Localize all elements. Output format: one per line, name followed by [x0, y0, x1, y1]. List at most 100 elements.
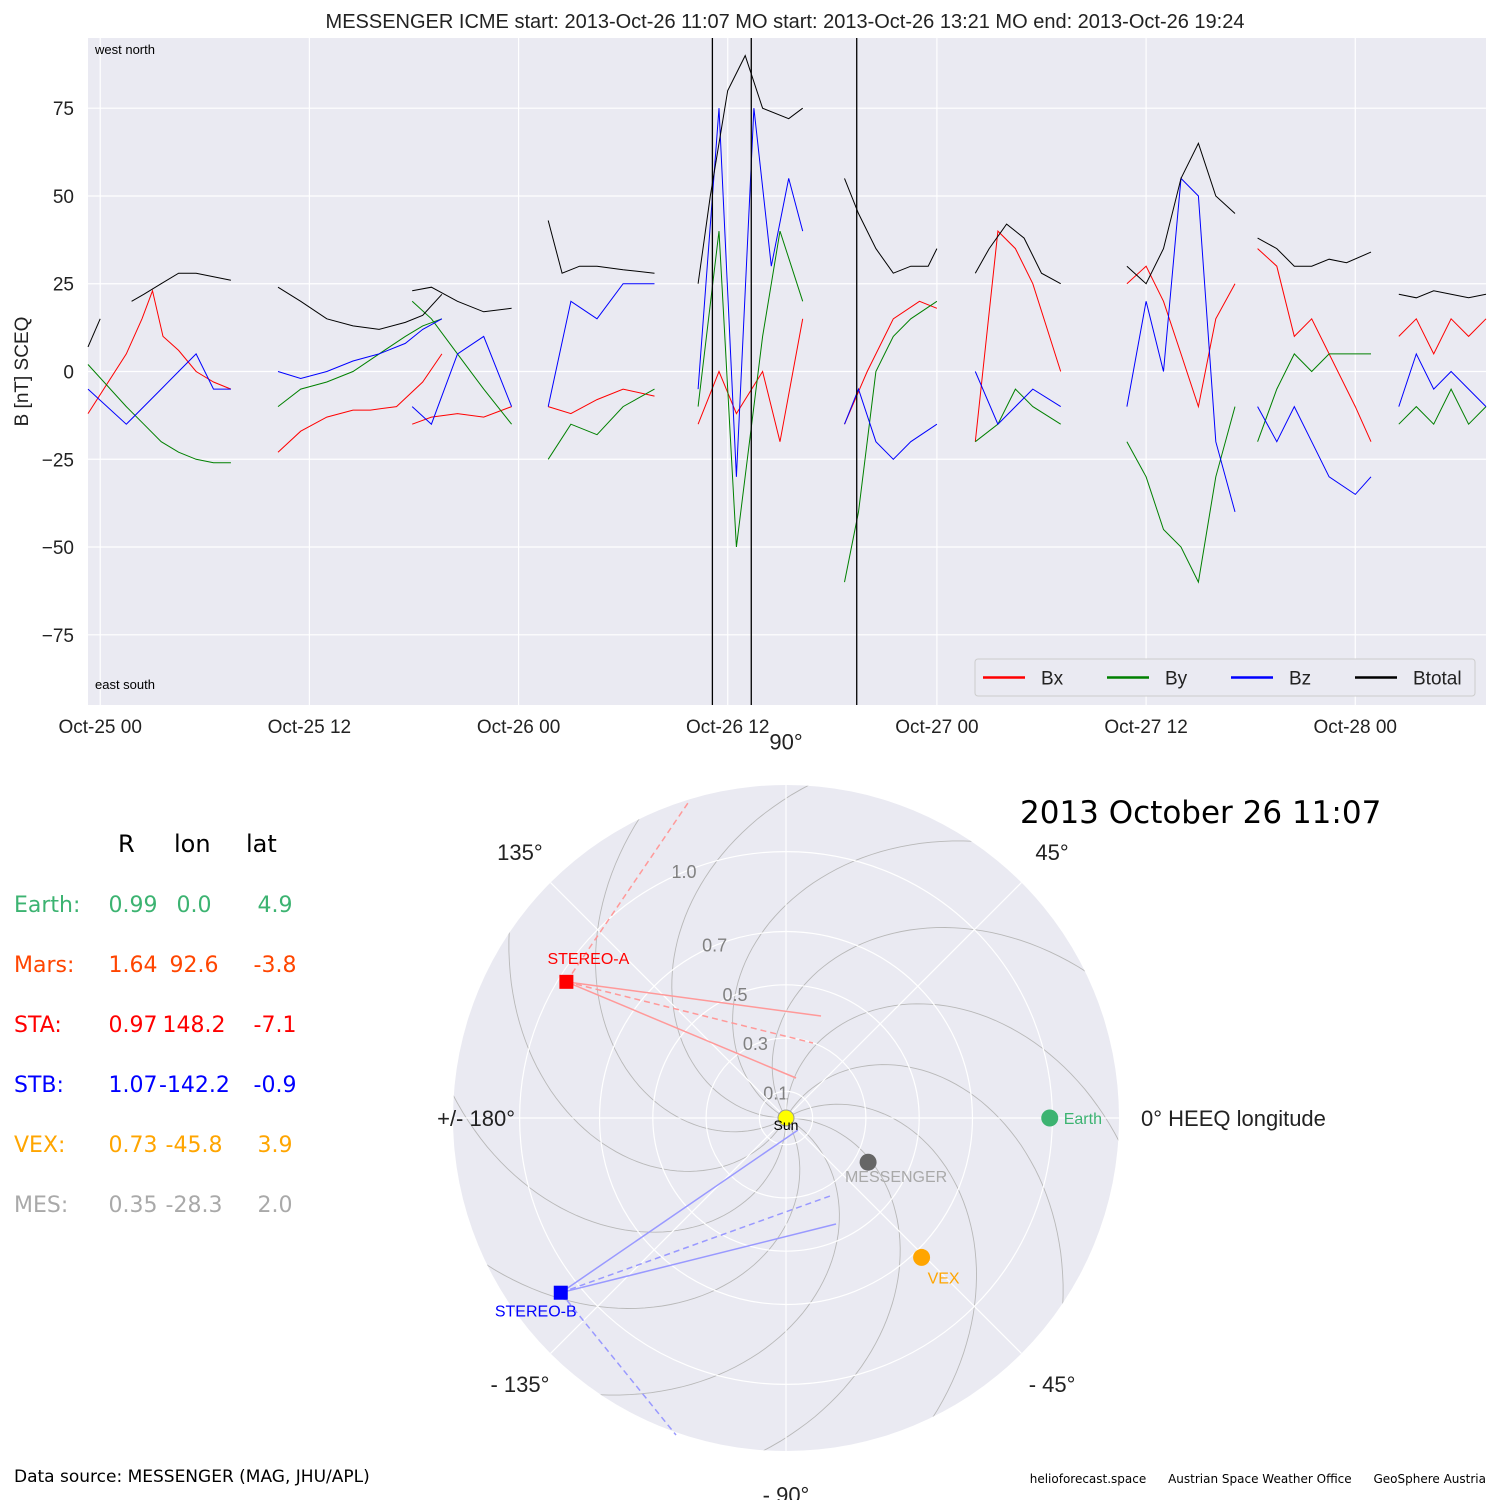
series-line-btotal [547, 220, 655, 274]
series-line-bx [87, 289, 232, 414]
angle-label: 90° [769, 730, 802, 755]
cell-r: 1.64 [108, 953, 158, 978]
credit-geosphere: GeoSphere Austria [1373, 1472, 1486, 1486]
series-line-by [87, 364, 231, 464]
series-line-by [1398, 387, 1487, 426]
y-tick-label: −25 [42, 450, 74, 471]
header-lat: lat [246, 830, 277, 858]
cell-lat: 3.9 [257, 1133, 293, 1158]
series-line-bz [1257, 405, 1372, 496]
legend-box [974, 658, 1476, 697]
cell-lon: -28.3 [165, 1193, 223, 1218]
series-line-bx [697, 318, 804, 442]
angle-label: 0° HEEQ longitude [1141, 1106, 1326, 1131]
spiral-line [785, 1064, 1064, 1329]
connectivity-line [566, 981, 814, 1044]
data-source-note: Data source: MESSENGER (MAG, JHU/APL) [14, 1467, 370, 1487]
cell-name: VEX: [14, 1133, 66, 1158]
polar-date-title: 2013 October 26 11:07 [1020, 795, 1382, 831]
angular-gridline [785, 1117, 1022, 1354]
connectivity-line [566, 981, 822, 1017]
credits: helioforecast.space Austrian Space Weath… [1012, 1472, 1486, 1486]
cell-lat: -7.1 [253, 1013, 297, 1038]
credit-helioforecast: helioforecast.space [1029, 1472, 1147, 1486]
header-lon: lon [174, 830, 211, 858]
cell-lon: 0.0 [176, 893, 212, 918]
cell-lat: 2.0 [257, 1193, 293, 1218]
connectivity-line [560, 1292, 677, 1436]
cell-r: 0.97 [108, 1013, 158, 1038]
cell-lon: 92.6 [169, 953, 219, 978]
cell-lon: -45.8 [165, 1133, 223, 1158]
cell-name: STA: [14, 1013, 62, 1038]
marker-vex [913, 1248, 931, 1266]
series-line-bx [844, 300, 938, 425]
y-tick-label: 25 [53, 275, 74, 296]
connectivity-line [560, 1223, 837, 1294]
polar-orbit-plot: 0.1 0.3 0.5 0.7 1.0 90° 45° 0° HEEQ longitude - … [437, 730, 1326, 1500]
cell-lat: 4.9 [257, 893, 293, 918]
connectivity-line [560, 1195, 831, 1294]
angular-gridline [550, 882, 787, 1119]
cell-r: 1.07 [108, 1073, 158, 1098]
series-line-by [1126, 406, 1236, 584]
radial-tick-label: 0.7 [702, 936, 727, 956]
radial-tick-label: 0.3 [743, 1034, 768, 1054]
label-earth: Earth [1064, 1111, 1102, 1128]
series-line-btotal [131, 272, 231, 302]
y-tick-label: −50 [42, 538, 74, 559]
legend-label: Bx [1041, 669, 1064, 690]
series-line-bx [974, 230, 1062, 442]
label-sun: Sun [774, 1117, 799, 1133]
y-axis-label: B [nT] SCEQ [12, 317, 33, 427]
series-line-btotal [697, 54, 804, 284]
series-line-bx [277, 353, 443, 453]
series-line-btotal [844, 178, 938, 274]
spiral-line [785, 1003, 1119, 1164]
angular-gridline [785, 882, 1022, 1119]
header-r: R [118, 830, 135, 858]
series-line-bz [974, 371, 1061, 426]
y-tick-label: 50 [53, 187, 74, 208]
angular-gridline [550, 1117, 787, 1354]
series-line-bx [1126, 265, 1236, 409]
y-tick-label: 75 [53, 99, 74, 120]
spiral-line [575, 1117, 840, 1396]
series-line-bz [697, 108, 804, 477]
y-tick-label: −75 [42, 626, 74, 647]
x-tick-label: Oct-26 12 [686, 717, 769, 738]
spiral-line [785, 1103, 977, 1439]
table-row: MES: 0.35 -28.3 2.0 [14, 1193, 334, 1223]
series-line-btotal [1257, 237, 1372, 267]
series-line-btotal [974, 223, 1061, 285]
spiral-line [732, 840, 997, 1119]
series-line-bx [1257, 248, 1372, 442]
spiral-line [595, 797, 787, 1133]
cell-r: 0.35 [108, 1193, 158, 1218]
cell-lat: -3.8 [253, 953, 297, 978]
timeseries-chart: 75 50 25 0 −25 −50 −75 Oct-25 00 Oct-25 12 Oct-26… [12, 38, 1487, 738]
spiral-line [740, 1117, 901, 1451]
series-line-bx [1398, 317, 1487, 356]
legend: Bx By Bz Btotal [974, 658, 1476, 697]
table-row: Earth: 0.99 0.0 4.9 [14, 893, 334, 923]
cell-r: 0.73 [108, 1133, 158, 1158]
label-messenger: MESSENGER [845, 1169, 947, 1186]
radial-tick-label: 0.5 [723, 985, 748, 1005]
cell-name: STB: [14, 1073, 64, 1098]
radial-tick-label: 0.1 [763, 1083, 788, 1103]
corner-label-bottom: east south [95, 677, 155, 692]
cell-name: Mars: [14, 953, 75, 978]
spiral-line [508, 907, 787, 1172]
label-stereo-a: STEREO-A [547, 951, 629, 968]
x-tick-label: Oct-25 00 [58, 717, 141, 738]
parker-spirals [453, 785, 1119, 1451]
marker-stereo-b [553, 1285, 568, 1300]
spiral-line [671, 785, 832, 1119]
marker-earth [1041, 1109, 1059, 1127]
series-line-by [547, 388, 655, 460]
table-row: STB: 1.07 -142.2 -0.9 [14, 1073, 334, 1103]
table-row: VEX: 0.73 -45.8 3.9 [14, 1133, 334, 1163]
corner-label-top: west north [94, 42, 155, 57]
